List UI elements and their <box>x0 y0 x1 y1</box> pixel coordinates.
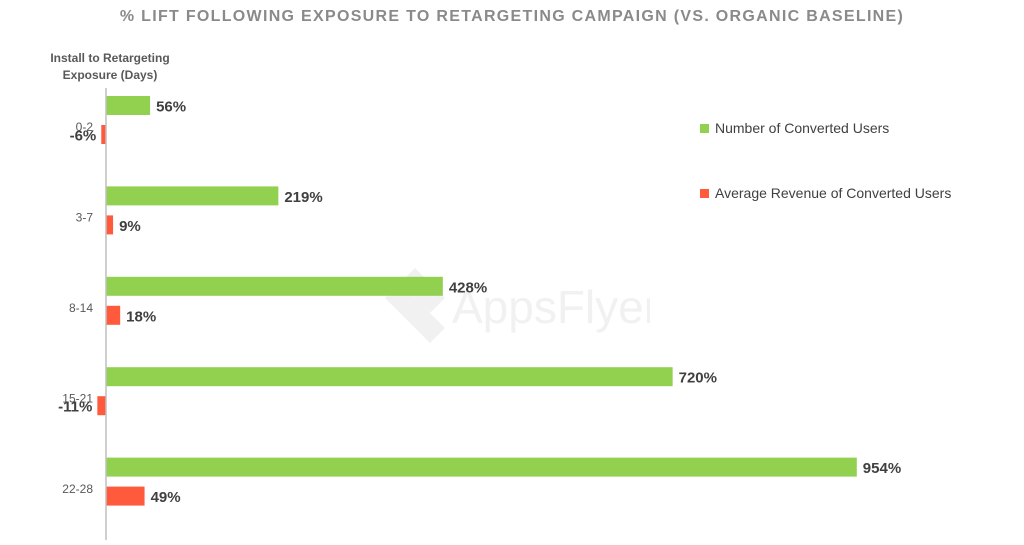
data-label: -6% <box>70 128 97 145</box>
category-label: 15-21 <box>62 391 93 405</box>
data-label: 428% <box>449 279 487 296</box>
legend-item-converted-users: Number of Converted Users <box>700 120 889 136</box>
y-axis-title: Install to Retargeting Exposure (Days) <box>50 51 170 82</box>
watermark-wordmark: AppsFlyer <box>452 281 650 333</box>
legend-label-converted-users: Number of Converted Users <box>715 120 890 136</box>
category-label: 8-14 <box>69 301 93 315</box>
bar-average-revenue <box>97 396 106 416</box>
data-label: 49% <box>151 489 181 506</box>
data-label: 219% <box>284 189 322 206</box>
data-label: 954% <box>863 460 901 477</box>
legend-swatch-green <box>700 124 709 133</box>
bar-converted-users <box>106 186 279 206</box>
chart-title: % LIFT FOLLOWING EXPOSURE TO RETARGETING… <box>119 8 905 25</box>
bar-average-revenue <box>106 486 145 506</box>
bar-converted-users <box>106 96 151 115</box>
data-label: -11% <box>58 399 92 416</box>
bar-average-revenue <box>101 125 106 144</box>
legend-label-average-revenue: Average Revenue of Converted Users <box>715 185 952 201</box>
legend-swatch-red <box>700 189 709 198</box>
bar-converted-users <box>106 457 857 477</box>
bar-converted-users <box>106 367 673 387</box>
bar-average-revenue <box>106 215 114 235</box>
data-label: 56% <box>156 99 186 116</box>
category-label: 0-2 <box>76 120 94 134</box>
category-label: 22-28 <box>62 482 93 496</box>
legend-item-average-revenue: Average Revenue of Converted Users <box>700 185 951 201</box>
data-label: 720% <box>679 370 717 387</box>
category-label: 3-7 <box>76 211 94 225</box>
data-label: 18% <box>126 308 156 325</box>
bar-converted-users <box>106 276 443 296</box>
data-label: 9% <box>119 218 141 235</box>
bar-average-revenue <box>106 305 121 325</box>
